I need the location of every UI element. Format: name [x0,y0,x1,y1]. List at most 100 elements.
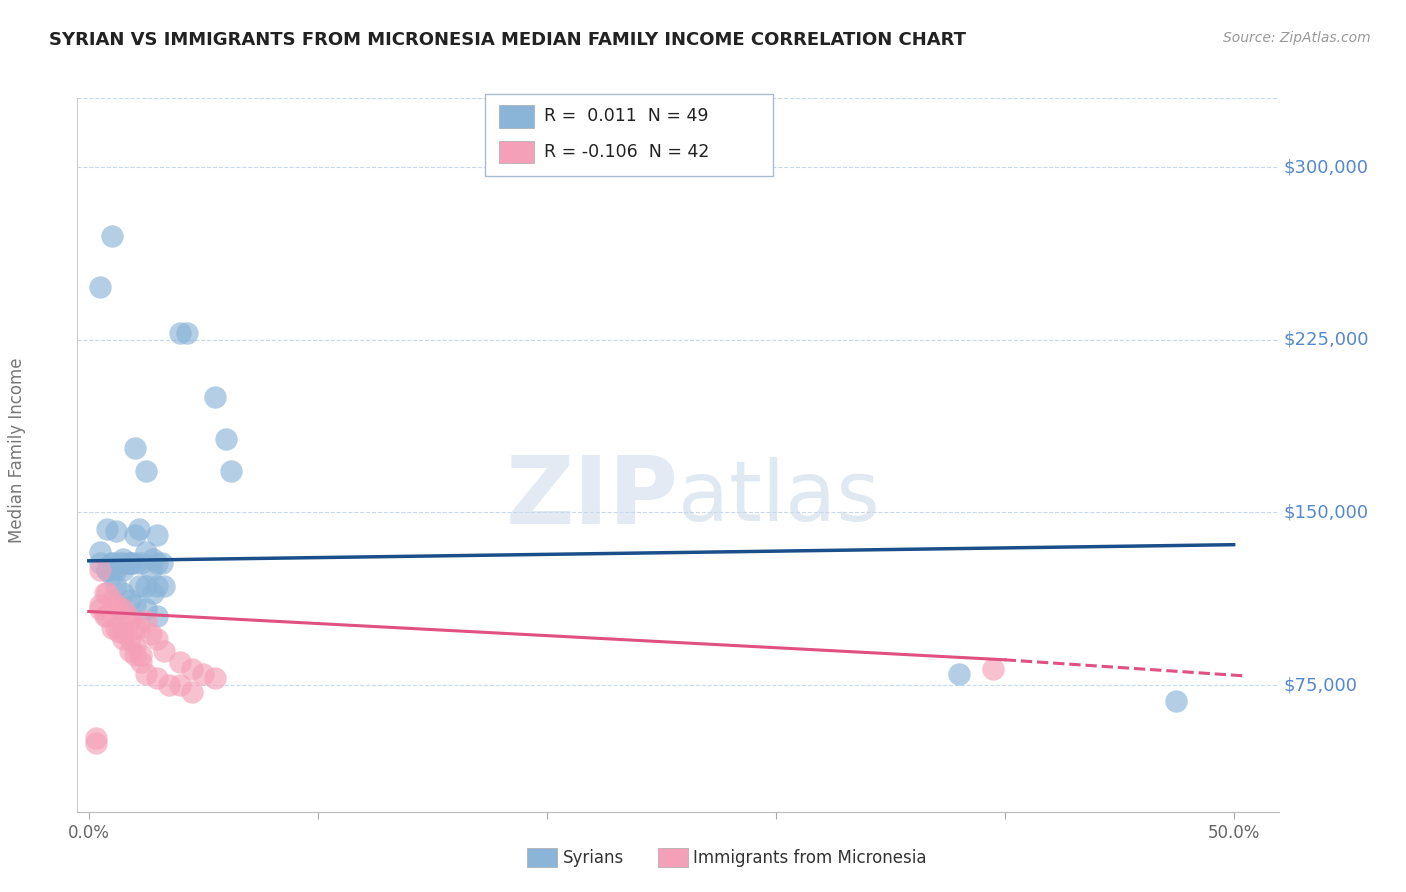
Text: SYRIAN VS IMMIGRANTS FROM MICRONESIA MEDIAN FAMILY INCOME CORRELATION CHART: SYRIAN VS IMMIGRANTS FROM MICRONESIA MED… [49,31,966,49]
Point [215,432,238,446]
Point [169,326,191,340]
Point [135,602,157,616]
Point [131,655,153,669]
Point [169,655,191,669]
Point [89,598,111,612]
Point [89,556,111,570]
Point [100,621,122,635]
Point [107,556,129,570]
Point [204,671,226,685]
Text: ZIP: ZIP [506,451,679,544]
Point [96,522,118,536]
Point [139,563,162,577]
Point [118,556,141,570]
Point [100,556,122,570]
Point [1166,694,1188,708]
Point [124,648,146,663]
Point [180,662,202,676]
Point [89,544,111,558]
Point [146,671,169,685]
Point [118,643,141,657]
Point [146,528,169,542]
Point [105,524,128,538]
Point [100,593,122,607]
Point [89,563,111,577]
Point [153,579,176,593]
Text: $300,000: $300,000 [1284,158,1368,177]
Point [146,609,169,624]
Point [96,586,118,600]
Point [105,598,128,612]
Point [128,621,150,635]
Point [150,556,173,570]
Point [117,609,139,624]
Point [128,579,150,593]
Point [84,736,107,750]
Point [118,556,141,570]
Point [180,685,202,699]
Point [142,551,165,566]
Point [105,579,128,593]
Point [89,280,111,294]
Point [131,556,153,570]
Point [153,643,176,657]
Point [118,556,141,570]
Text: Syrians: Syrians [562,849,624,867]
Point [128,522,150,536]
Text: Immigrants from Micronesia: Immigrants from Micronesia [693,849,927,867]
Point [89,602,111,616]
Point [169,678,191,692]
Point [135,464,157,478]
Point [112,625,135,640]
Point [100,556,122,570]
Point [105,621,128,635]
Point [124,621,146,635]
Point [94,609,117,624]
Text: R = -0.106  N = 42: R = -0.106 N = 42 [544,143,710,161]
Point [96,609,118,624]
Point [146,632,169,646]
Point [135,666,157,681]
Point [118,614,141,628]
Point [219,464,242,478]
Text: $225,000: $225,000 [1284,331,1368,349]
Point [157,678,180,692]
Point [142,586,165,600]
Point [981,662,1004,676]
Point [135,579,157,593]
Point [193,666,215,681]
Point [118,593,141,607]
Point [112,586,135,600]
Point [204,390,226,404]
Point [112,556,135,570]
Point [84,731,107,745]
Point [135,614,157,628]
Point [124,528,146,542]
Text: R =  0.011  N = 49: R = 0.011 N = 49 [544,107,709,125]
Point [96,563,118,577]
Point [131,648,153,663]
Point [118,632,141,646]
Point [100,229,122,244]
Point [146,579,169,593]
Point [112,551,135,566]
Point [176,326,198,340]
Point [112,602,135,616]
Point [124,639,146,653]
Text: $150,000: $150,000 [1284,503,1368,522]
Point [107,625,129,640]
Point [96,563,118,577]
Point [139,627,162,641]
Text: Median Family Income: Median Family Income [8,358,25,543]
Point [948,666,970,681]
Text: Source: ZipAtlas.com: Source: ZipAtlas.com [1223,31,1371,45]
Point [105,563,128,577]
Point [124,598,146,612]
Text: $75,000: $75,000 [1284,676,1357,694]
Point [112,632,135,646]
Point [94,586,117,600]
Point [146,556,169,570]
Point [112,563,135,577]
Point [124,441,146,455]
Point [100,567,122,582]
